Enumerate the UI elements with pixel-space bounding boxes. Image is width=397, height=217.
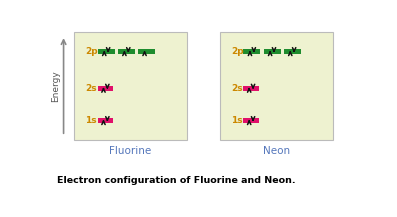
Bar <box>98 86 113 90</box>
Text: 2s: 2s <box>85 84 97 93</box>
Text: Energy: Energy <box>51 70 60 102</box>
Bar <box>243 118 259 123</box>
Bar <box>98 49 115 54</box>
Bar <box>138 49 155 54</box>
Bar <box>118 49 135 54</box>
Bar <box>243 49 260 54</box>
Text: 2p: 2p <box>85 47 98 56</box>
Text: 2p: 2p <box>231 47 244 56</box>
Bar <box>74 32 187 140</box>
Text: Electron configuration of Fluorine and Neon.: Electron configuration of Fluorine and N… <box>58 176 296 184</box>
Bar <box>284 49 301 54</box>
Bar <box>243 86 259 90</box>
Text: 2s: 2s <box>231 84 243 93</box>
Bar <box>220 32 333 140</box>
Text: Neon: Neon <box>263 146 290 156</box>
Text: Fluorine: Fluorine <box>110 146 152 156</box>
Bar <box>264 49 281 54</box>
Text: 1s: 1s <box>231 116 243 125</box>
Text: 1s: 1s <box>85 116 97 125</box>
Bar <box>98 118 113 123</box>
